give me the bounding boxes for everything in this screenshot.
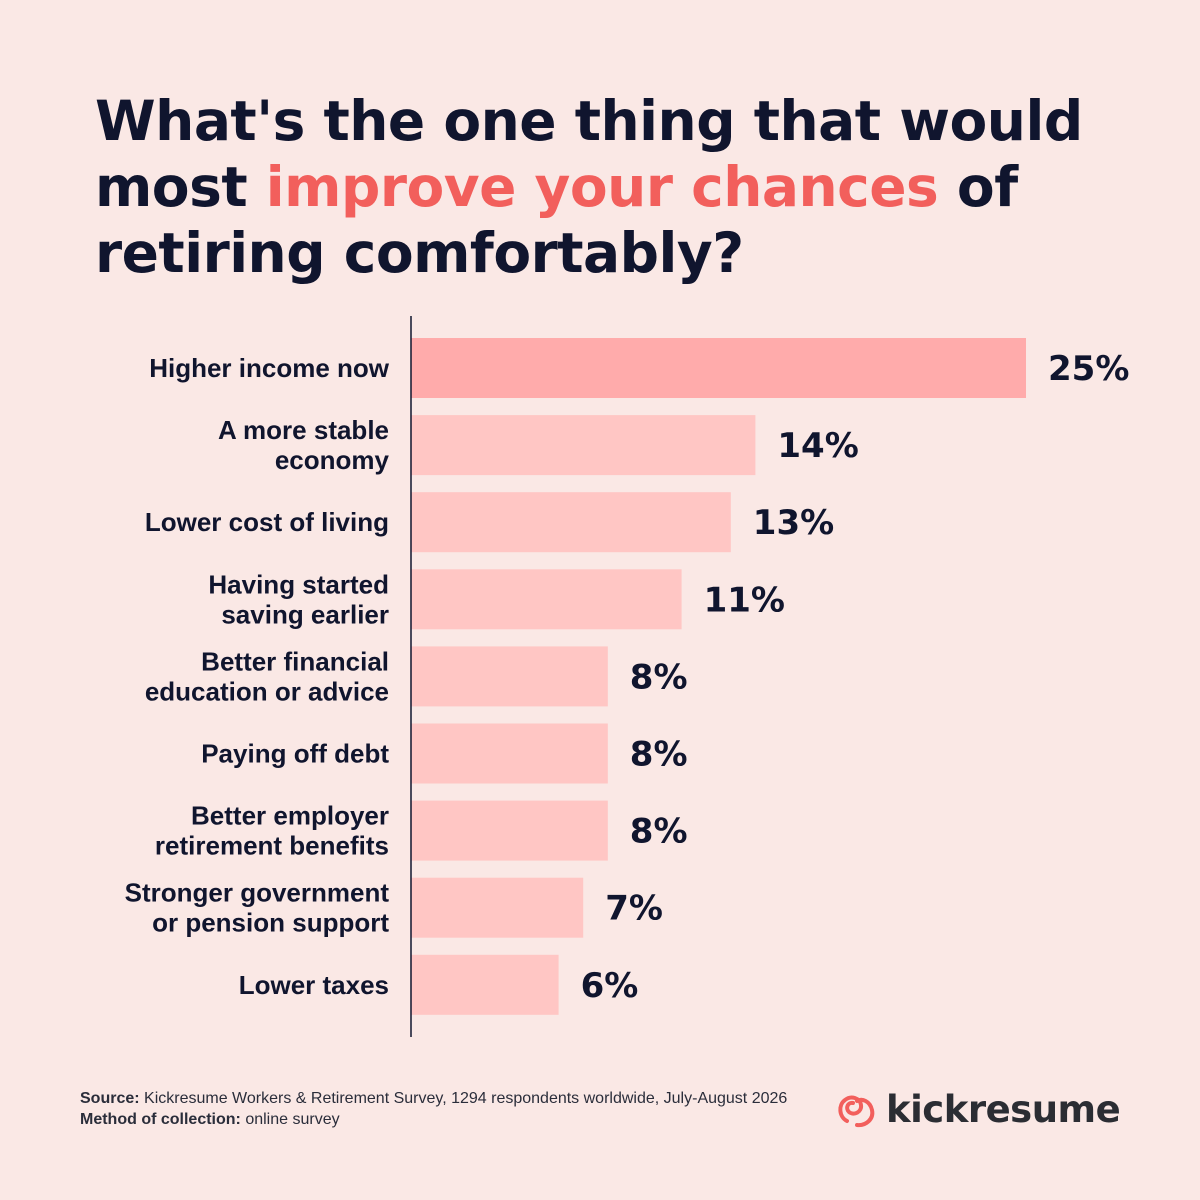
bar [411, 569, 682, 630]
category-label-line: A more stable [218, 415, 389, 445]
category-label-line: Better employer [191, 801, 389, 831]
value-label: 6% [581, 966, 639, 1006]
brand-name: kickresume [886, 1087, 1121, 1131]
bar [411, 338, 1026, 398]
footer-notes: Source: Kickresume Workers & Retirement … [80, 1088, 787, 1130]
method-label: Method of collection: [80, 1111, 241, 1128]
category-label-line: Lower cost of living [145, 507, 389, 537]
value-label: 8% [630, 735, 688, 775]
category-label-line: or pension support [152, 908, 389, 938]
method-text: online survey [245, 1111, 340, 1128]
category-label: Having started saving earlier [208, 569, 389, 629]
category-label-line: Paying off debt [201, 739, 389, 769]
category-label: Better financial education or advice [145, 646, 389, 706]
source-label: Source: [80, 1090, 140, 1107]
value-label: 7% [605, 889, 663, 929]
bar [411, 954, 559, 1015]
method-line: Method of collection: online survey [80, 1109, 787, 1130]
bar [411, 723, 608, 784]
bar-chart: 25% Higher income now 14% A more stable econ… [125, 316, 1129, 1037]
brand: kickresume [834, 1084, 1121, 1134]
title-text-start: What's the one thing that would most [95, 89, 1083, 219]
category-label-line: saving earlier [221, 599, 389, 629]
title-text-end: of retiring comfortably? [95, 155, 1018, 285]
category-label: Stronger government or pension support [125, 878, 390, 938]
category-label-line: Lower taxes [239, 970, 389, 1000]
value-label: 8% [630, 812, 688, 852]
bar [411, 415, 756, 476]
category-label-line: retirement benefits [155, 831, 389, 861]
source-line: Source: Kickresume Workers & Retirement … [80, 1088, 787, 1109]
category-label-line: Stronger government [125, 878, 390, 908]
category-label: Lower taxes [239, 970, 389, 1000]
value-label: 13% [753, 503, 834, 543]
category-label: A more stable economy [218, 415, 390, 475]
bar [411, 492, 731, 553]
category-label-line: Higher income now [149, 353, 390, 383]
title-highlight: improve your chances [265, 155, 939, 219]
bar [411, 877, 584, 938]
source-text: Kickresume Workers & Retirement Survey, … [144, 1090, 788, 1107]
category-label-line: Better financial [201, 646, 389, 676]
category-label-line: Having started [208, 569, 389, 599]
category-label: Lower cost of living [145, 507, 389, 537]
category-label: Better employer retirement benefits [155, 801, 389, 861]
category-label: Higher income now [149, 353, 390, 383]
value-label: 8% [630, 657, 688, 697]
category-label-line: economy [275, 445, 390, 475]
chart-title: What's the one thing that would most imp… [95, 88, 1095, 286]
bar [411, 800, 608, 861]
value-label: 14% [777, 426, 858, 466]
bar [411, 646, 608, 707]
category-label: Paying off debt [201, 739, 389, 769]
kickresume-logo-icon [838, 1095, 875, 1128]
value-label: 25% [1048, 349, 1129, 389]
value-label: 11% [704, 580, 785, 620]
category-label-line: education or advice [145, 676, 389, 706]
